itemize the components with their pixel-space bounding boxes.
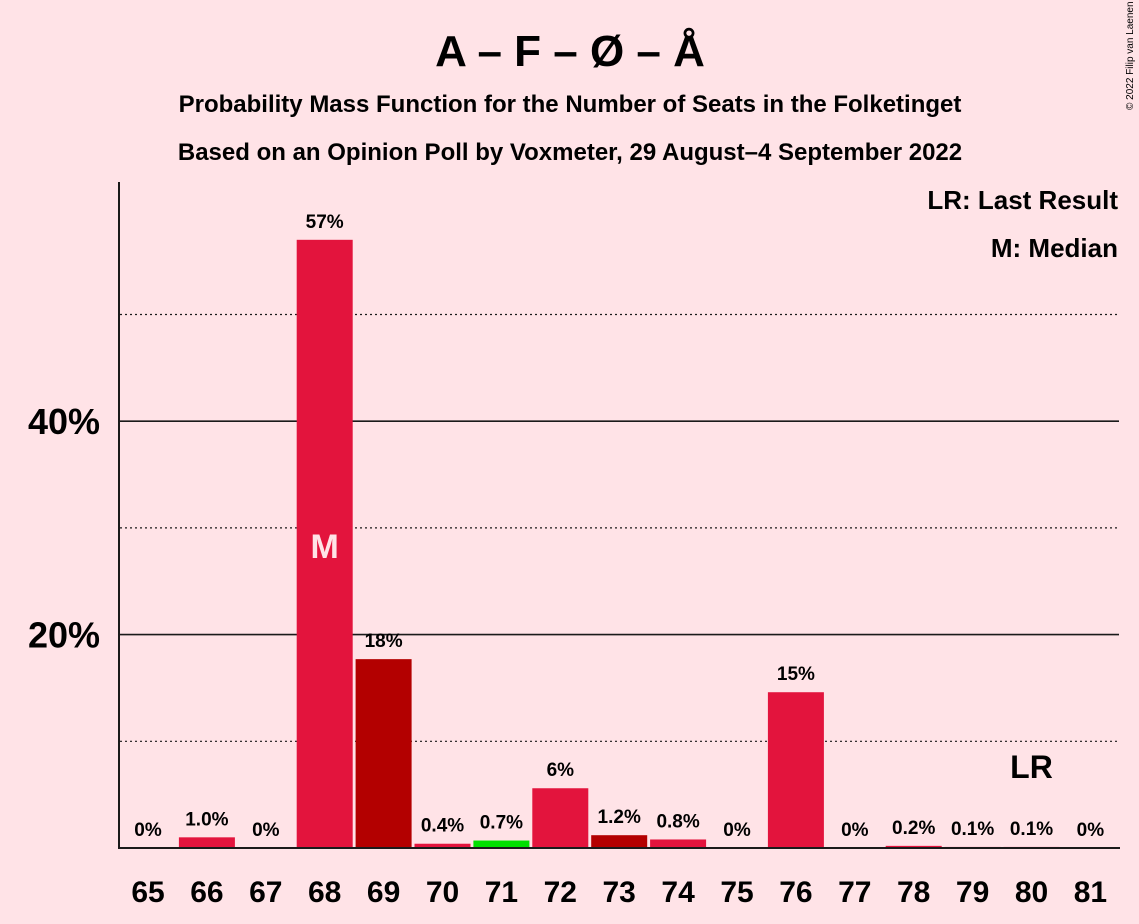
x-tick-label-65: 65 bbox=[131, 876, 164, 909]
data-label-seat-65: 0% bbox=[134, 820, 162, 841]
x-tick-labels: 65 66 67 68 69 70 71 72 73 74 75 76 77 78 79 80 81 bbox=[131, 876, 1107, 909]
bars bbox=[178, 239, 1060, 848]
bar-seat-68 bbox=[296, 239, 353, 848]
bar-seat-69 bbox=[355, 659, 412, 848]
bar-seat-71 bbox=[473, 840, 530, 848]
data-label-seat-78: 0.2% bbox=[892, 818, 935, 839]
bar-seat-72 bbox=[532, 788, 589, 848]
bar-seat-66 bbox=[178, 837, 235, 848]
bar-seat-78 bbox=[885, 845, 942, 848]
data-label-seat-67: 0% bbox=[252, 820, 280, 841]
data-label-seat-81: 0% bbox=[1077, 820, 1105, 841]
x-tick-label-79: 79 bbox=[956, 876, 989, 909]
data-label-seat-71: 0.7% bbox=[480, 813, 523, 834]
x-tick-label-71: 71 bbox=[485, 876, 518, 909]
data-label-seat-66: 1.0% bbox=[185, 809, 228, 830]
data-label-seat-70: 0.4% bbox=[421, 816, 464, 837]
data-label-seat-69: 18% bbox=[365, 631, 403, 652]
x-tick-label-67: 67 bbox=[249, 876, 282, 909]
bar-seat-70 bbox=[414, 843, 471, 848]
x-tick-label-75: 75 bbox=[720, 876, 753, 909]
chart-subtitle-1: Probability Mass Function for the Number… bbox=[179, 91, 962, 118]
chart-title: A – F – Ø – Å bbox=[435, 27, 705, 76]
last-result-marker: LR bbox=[1010, 749, 1053, 785]
y-tick-label: 40% bbox=[28, 401, 100, 442]
x-tick-label-80: 80 bbox=[1015, 876, 1048, 909]
bar-seat-76 bbox=[767, 692, 824, 848]
data-label-seat-80: 0.1% bbox=[1010, 819, 1053, 840]
data-label-seat-79: 0.1% bbox=[951, 819, 994, 840]
x-tick-label-77: 77 bbox=[838, 876, 871, 909]
data-label-seat-72: 6% bbox=[547, 760, 575, 781]
bar-seat-73 bbox=[591, 835, 648, 848]
y-tick-label: 20% bbox=[28, 615, 100, 656]
x-tick-label-66: 66 bbox=[190, 876, 223, 909]
gridlines bbox=[120, 313, 1119, 742]
x-tick-label-69: 69 bbox=[367, 876, 400, 909]
data-labels: 0% 1.0% 0% 57% 18% 0.4% 0.7% 6% 1.2% 0.8% 0% 15% 0% 0… bbox=[134, 212, 1104, 841]
x-tick-label-81: 81 bbox=[1074, 876, 1107, 909]
chart-subtitle-2: Based on an Opinion Poll by Voxmeter, 29… bbox=[178, 139, 962, 166]
markers: M LR bbox=[311, 528, 1053, 785]
bar-seat-74 bbox=[650, 839, 707, 848]
data-label-seat-76: 15% bbox=[777, 664, 815, 685]
data-label-seat-75: 0% bbox=[723, 820, 751, 841]
data-label-seat-77: 0% bbox=[841, 820, 869, 841]
x-tick-label-68: 68 bbox=[308, 876, 341, 909]
data-label-seat-68: 57% bbox=[306, 212, 344, 233]
x-tick-label-78: 78 bbox=[897, 876, 930, 909]
x-tick-label-72: 72 bbox=[544, 876, 577, 909]
x-tick-label-73: 73 bbox=[603, 876, 636, 909]
x-tick-label-74: 74 bbox=[661, 876, 695, 909]
legend-median: M: Median bbox=[991, 233, 1118, 263]
data-label-seat-74: 0.8% bbox=[656, 811, 699, 832]
x-tick-label-70: 70 bbox=[426, 876, 459, 909]
legend-last-result: LR: Last Result bbox=[927, 185, 1118, 215]
x-tick-label-76: 76 bbox=[779, 876, 812, 909]
copyright-note: © 2022 Filip van Laenen bbox=[1125, 1, 1136, 110]
median-marker: M bbox=[311, 528, 339, 566]
data-label-seat-73: 1.2% bbox=[598, 807, 641, 828]
y-tick-labels: 20% 40% bbox=[28, 401, 100, 655]
